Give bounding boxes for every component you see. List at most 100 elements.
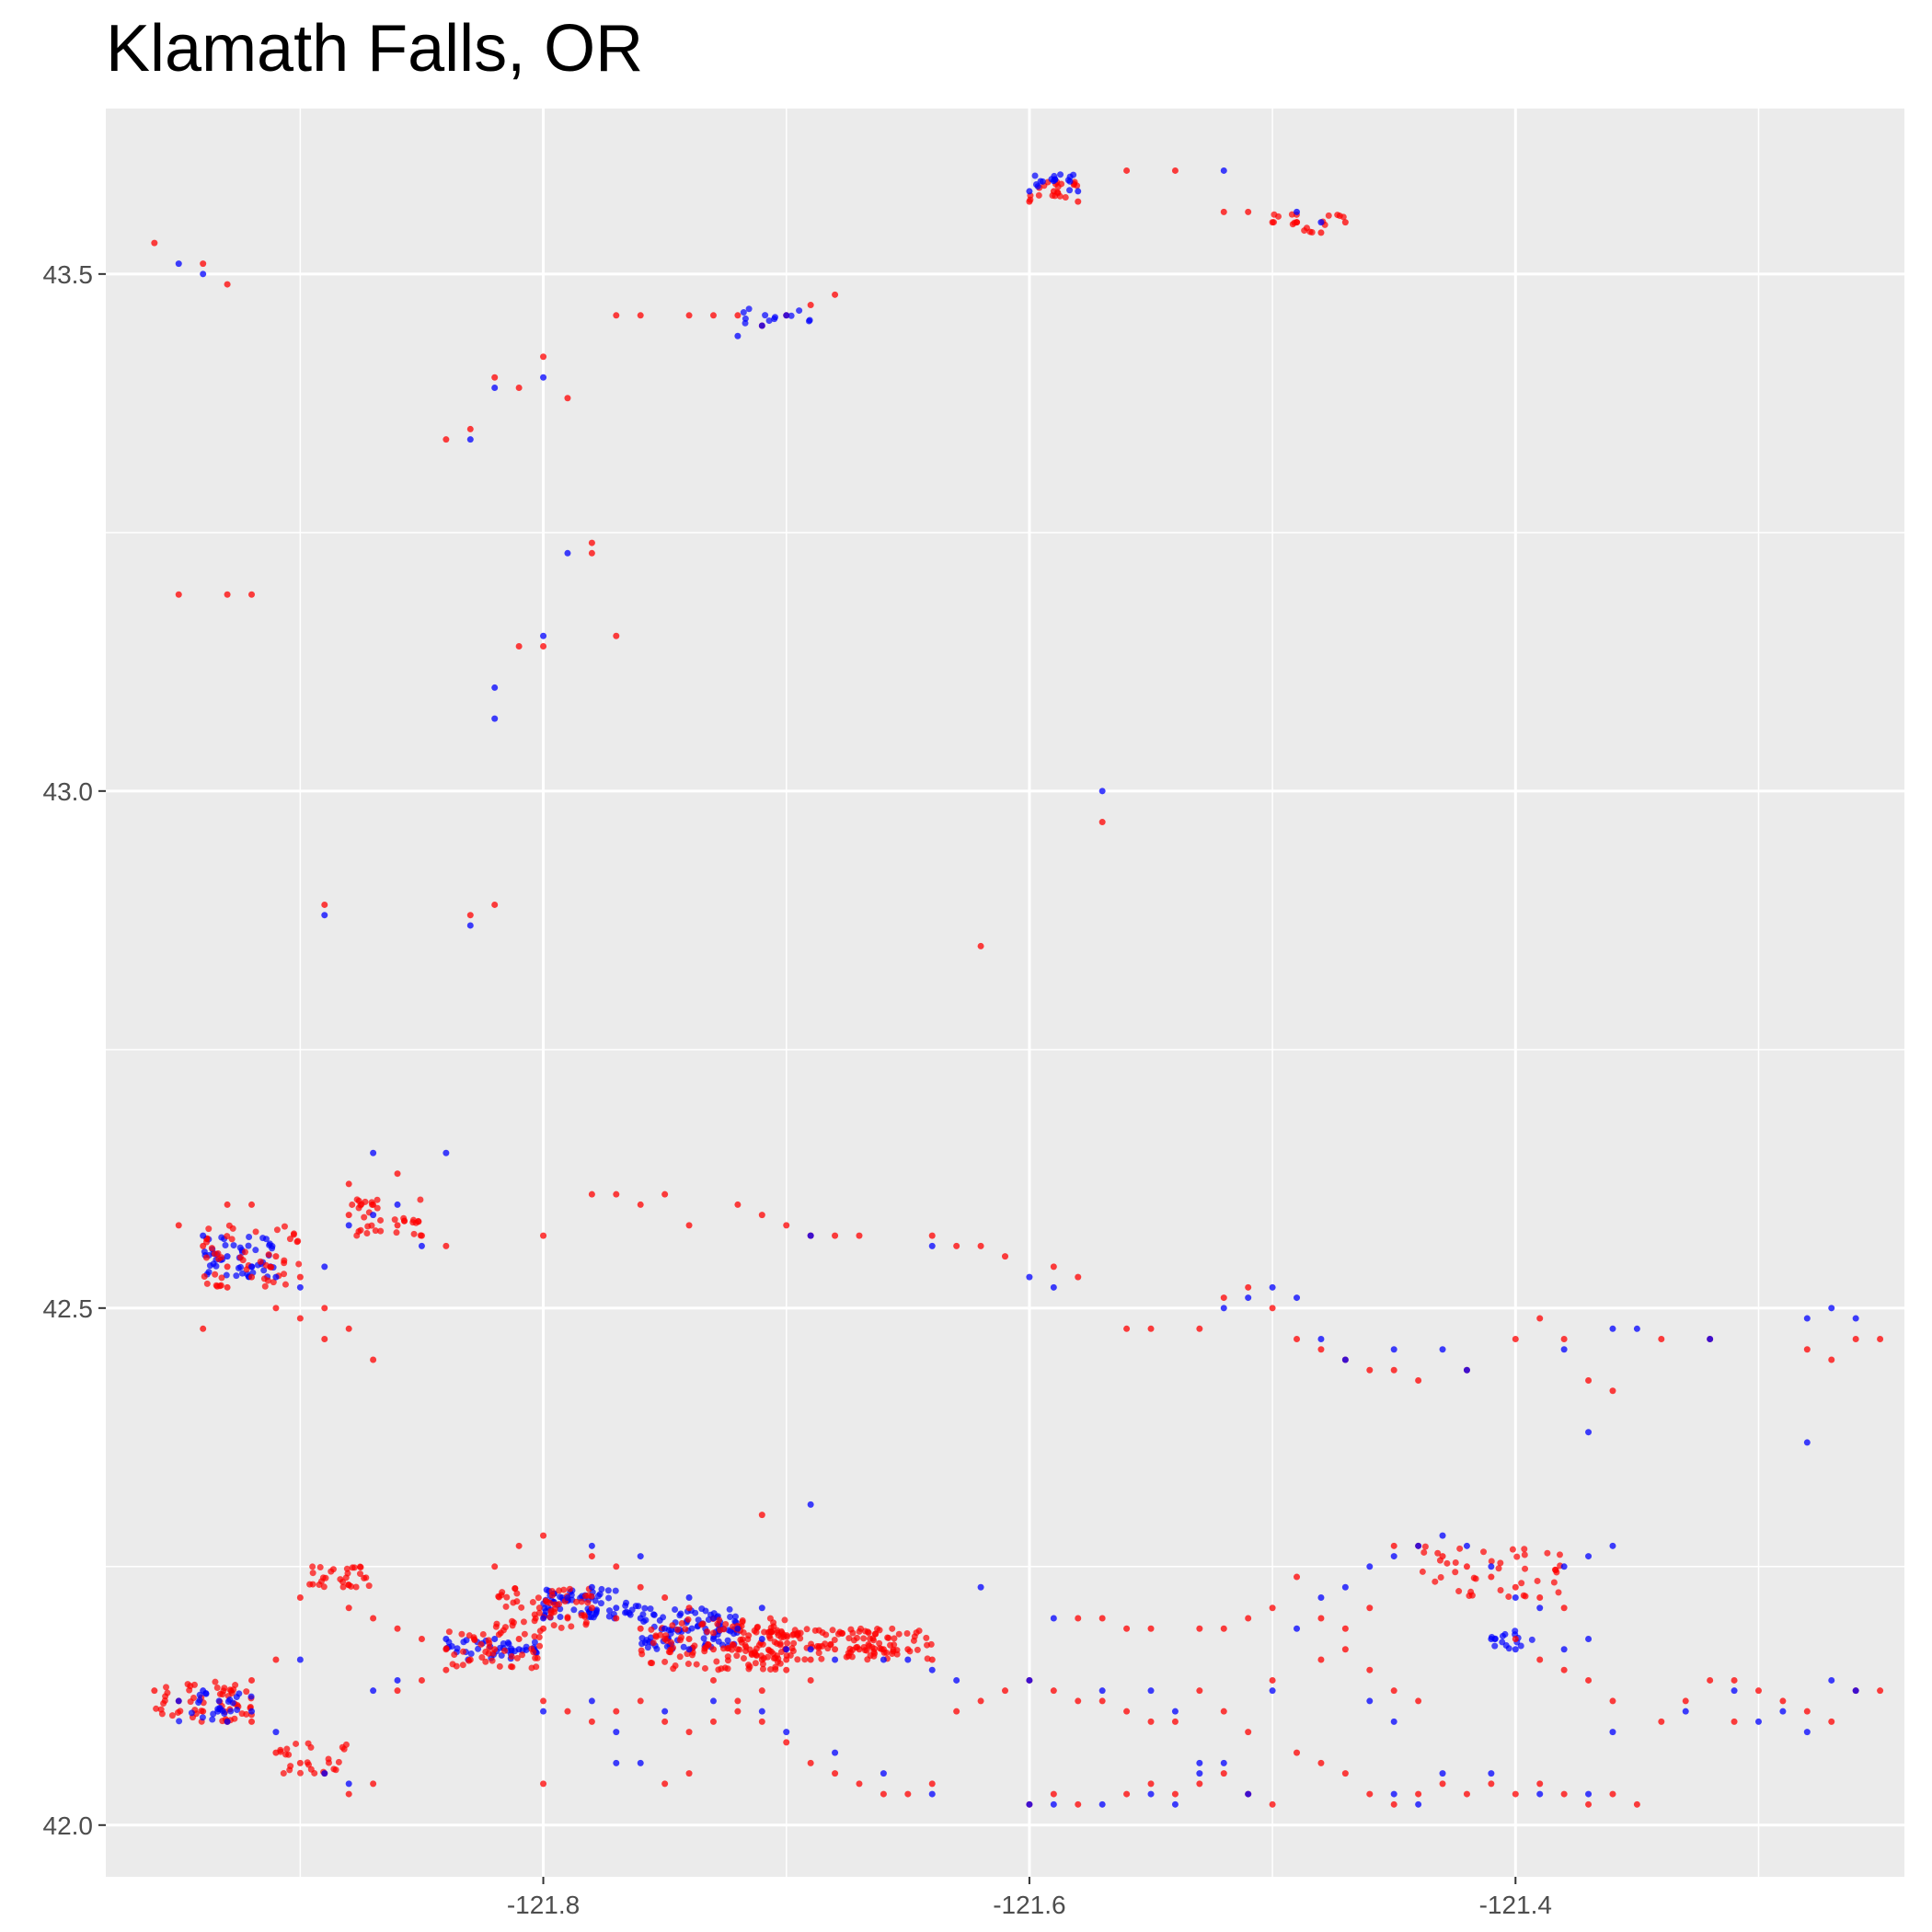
data-point — [870, 1645, 878, 1652]
data-point — [672, 1605, 679, 1613]
data-point — [566, 1585, 573, 1593]
data-point — [845, 1635, 853, 1642]
data-point — [267, 1263, 274, 1271]
data-point — [316, 1564, 324, 1571]
data-point — [370, 1356, 377, 1363]
data-point — [547, 1610, 555, 1617]
data-point — [715, 1638, 722, 1645]
data-point — [1497, 1587, 1504, 1594]
data-point — [771, 316, 778, 323]
data-point — [1585, 1635, 1593, 1642]
data-point — [1609, 1729, 1616, 1736]
data-point — [713, 1658, 720, 1665]
data-point — [1075, 1615, 1082, 1622]
data-point — [670, 1665, 677, 1673]
data-point — [418, 1242, 425, 1249]
data-point — [224, 1263, 231, 1271]
data-point — [1026, 1273, 1033, 1281]
data-point — [742, 315, 749, 322]
data-point — [1682, 1697, 1689, 1705]
data-point — [693, 1661, 700, 1668]
data-point — [582, 1621, 590, 1628]
data-point — [515, 384, 523, 391]
data-point — [635, 1603, 642, 1610]
data-point — [252, 1228, 259, 1236]
data-point — [175, 1697, 182, 1705]
data-point — [661, 1718, 669, 1725]
y-tick-label: 43.0 — [43, 777, 94, 806]
data-point — [257, 1258, 264, 1265]
data-point — [1828, 1356, 1835, 1363]
data-point — [584, 1599, 592, 1606]
data-point — [832, 1646, 839, 1653]
data-point — [1050, 1263, 1057, 1271]
data-point — [1633, 1800, 1640, 1808]
data-point — [758, 1687, 765, 1695]
data-point — [540, 1780, 547, 1788]
data-point — [529, 1599, 536, 1606]
data-point — [296, 1759, 304, 1766]
data-point — [168, 1712, 176, 1719]
data-point — [370, 1615, 377, 1622]
data-point — [1707, 1336, 1714, 1343]
data-point — [540, 374, 547, 381]
data-point — [1308, 228, 1316, 236]
data-point — [1585, 1800, 1593, 1808]
data-point — [578, 1612, 585, 1619]
data-point — [739, 1636, 746, 1643]
data-point — [1390, 1687, 1397, 1695]
data-point — [887, 1641, 894, 1649]
data-point — [637, 1697, 644, 1705]
data-point — [1058, 180, 1065, 188]
data-point — [491, 1635, 499, 1642]
data-point — [175, 1222, 182, 1229]
data-point — [491, 901, 499, 908]
data-point — [520, 1618, 527, 1626]
data-point — [1555, 1589, 1562, 1596]
data-point — [528, 1645, 535, 1652]
data-point — [684, 1616, 692, 1623]
data-point — [1512, 1790, 1519, 1798]
data-point — [724, 1665, 731, 1673]
data-point — [241, 1248, 248, 1256]
x-axis: -121.8 -121.6 -121.4 — [507, 1877, 1552, 1919]
data-point — [1026, 188, 1033, 195]
data-point — [1828, 1718, 1835, 1725]
data-point — [316, 1581, 323, 1589]
data-point — [151, 1687, 158, 1695]
data-point — [325, 1759, 332, 1766]
data-point — [676, 1653, 684, 1661]
data-point — [564, 1708, 571, 1715]
data-point — [213, 1685, 221, 1692]
data-point — [368, 1222, 375, 1229]
data-point — [548, 1587, 556, 1594]
data-point — [709, 1635, 717, 1642]
data-point — [1419, 1568, 1426, 1575]
data-point — [564, 549, 571, 557]
data-point — [783, 1666, 790, 1673]
y-tick-label: 43.5 — [43, 260, 94, 289]
data-point — [1585, 1429, 1593, 1436]
data-point — [1317, 1336, 1325, 1343]
data-point — [321, 1263, 328, 1271]
data-point — [243, 1688, 250, 1696]
data-point — [1488, 1635, 1495, 1642]
data-point — [477, 1640, 485, 1648]
data-point — [491, 374, 499, 381]
data-point — [203, 1280, 211, 1287]
data-point — [832, 1656, 839, 1663]
data-point — [895, 1630, 903, 1638]
data-point — [221, 1685, 228, 1692]
data-point — [1196, 1625, 1203, 1632]
data-point — [321, 912, 328, 919]
data-point — [1366, 1604, 1374, 1612]
data-point — [1002, 1253, 1008, 1260]
data-point — [787, 1651, 794, 1659]
data-point — [1488, 1563, 1495, 1570]
data-point — [588, 1583, 595, 1591]
data-point — [224, 1283, 231, 1291]
data-point — [1147, 1625, 1155, 1632]
data-point — [498, 1651, 505, 1659]
data-point — [1294, 1625, 1301, 1632]
data-point — [746, 1663, 753, 1671]
